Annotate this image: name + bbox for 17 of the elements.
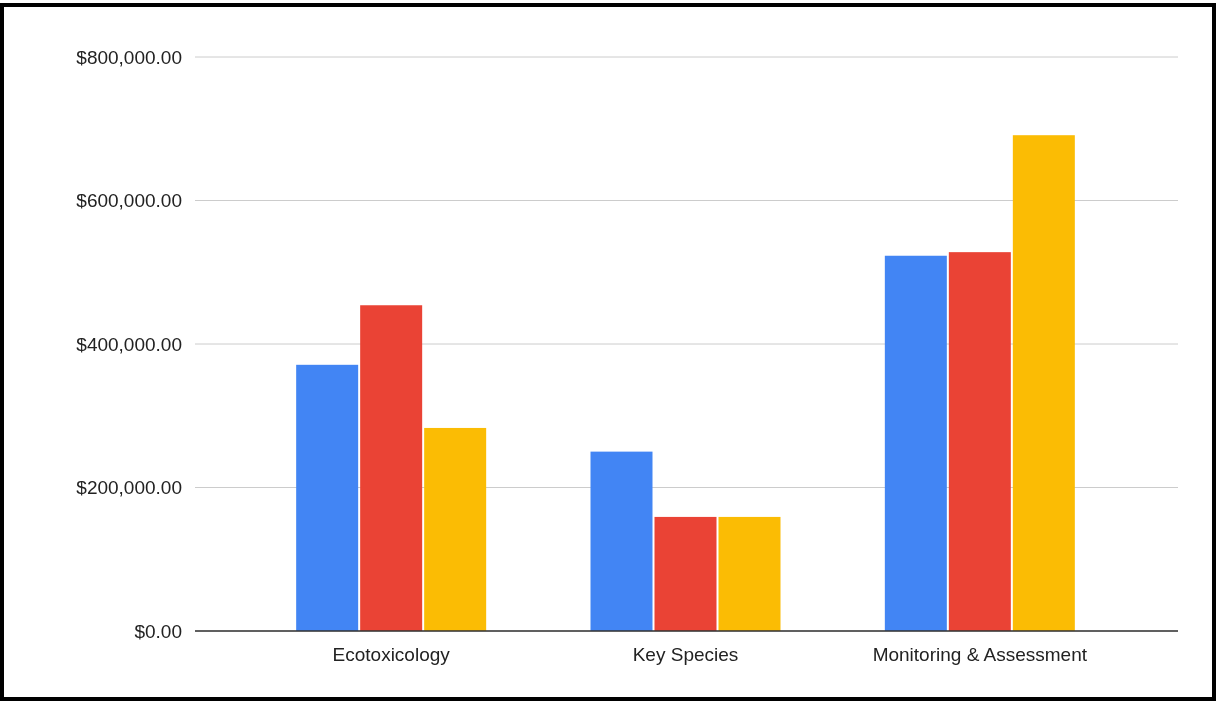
- bar: [424, 427, 487, 631]
- bar: [360, 305, 423, 631]
- y-tick-label: $800,000.00: [76, 46, 182, 68]
- y-tick-label: $600,000.00: [76, 190, 182, 212]
- x-tick-label: Ecotoxicology: [332, 644, 451, 665]
- bar: [948, 252, 1011, 631]
- y-tick-label: $200,000.00: [76, 477, 182, 499]
- bar: [654, 516, 717, 631]
- x-tick-label: Key Species: [632, 644, 739, 665]
- y-tick-label: $0.00: [134, 620, 182, 642]
- bar: [884, 255, 947, 631]
- bar: [296, 364, 359, 631]
- bar: [718, 516, 781, 631]
- bar: [590, 451, 653, 631]
- y-tick-label: $400,000.00: [76, 333, 182, 355]
- x-tick-label: Monitoring & Assessment: [872, 644, 1088, 665]
- bar: [1012, 135, 1075, 631]
